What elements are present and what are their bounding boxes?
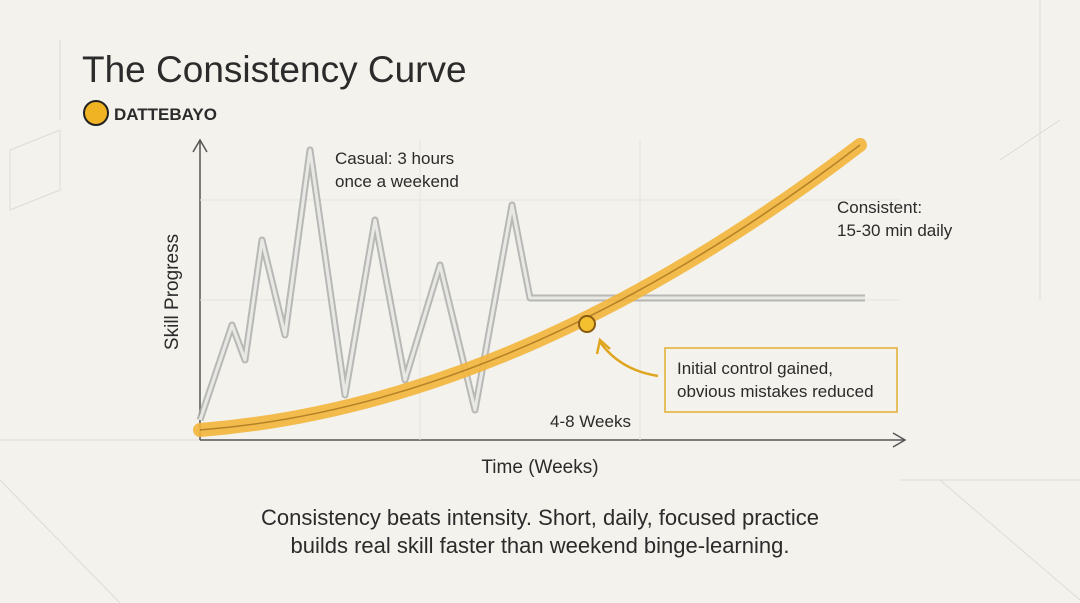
- axes: [192, 138, 907, 448]
- callout-text: obvious mistakes reduced: [677, 382, 874, 401]
- consistent-label: Consistent:: [837, 198, 922, 217]
- casual-label: once a weekend: [335, 172, 459, 191]
- caption: Consistency beats intensity. Short, dail…: [261, 505, 819, 530]
- title: The Consistency Curve: [82, 49, 467, 90]
- callout-box: [664, 347, 898, 413]
- callout-text: Initial control gained,: [677, 359, 833, 378]
- consistent-curve-edge: [199, 144, 861, 431]
- callout-arrow: [598, 341, 659, 378]
- y-axis-label: Skill Progress: [162, 234, 183, 350]
- brand: DATTEBAYO: [114, 105, 217, 124]
- period-label: 4-8 Weeks: [550, 412, 631, 431]
- callout-arrowhead: [595, 337, 611, 355]
- casual-line-inner: [198, 148, 865, 421]
- caption: builds real skill faster than weekend bi…: [291, 533, 790, 558]
- x-axis-label: Time (Weeks): [481, 457, 598, 478]
- milestone-point: [578, 315, 596, 333]
- casual-label: Casual: 3 hours: [335, 149, 454, 168]
- brand-logo: [83, 100, 109, 126]
- consistent-label: 15-30 min daily: [837, 221, 953, 240]
